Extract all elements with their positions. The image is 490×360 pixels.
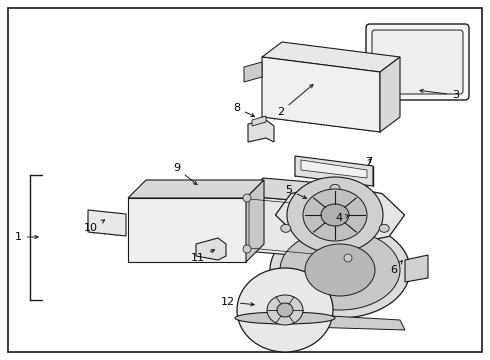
Polygon shape bbox=[128, 180, 264, 198]
Ellipse shape bbox=[280, 230, 400, 310]
Polygon shape bbox=[245, 196, 350, 260]
Polygon shape bbox=[275, 313, 405, 330]
Polygon shape bbox=[246, 180, 264, 262]
Text: 6: 6 bbox=[390, 261, 402, 275]
Polygon shape bbox=[245, 178, 368, 205]
Text: 9: 9 bbox=[173, 163, 197, 185]
Polygon shape bbox=[262, 42, 400, 72]
Text: 12: 12 bbox=[221, 297, 254, 307]
Text: 8: 8 bbox=[233, 103, 254, 117]
Text: 10: 10 bbox=[84, 220, 105, 233]
FancyBboxPatch shape bbox=[366, 24, 469, 100]
Ellipse shape bbox=[243, 194, 251, 202]
Ellipse shape bbox=[243, 245, 251, 253]
Polygon shape bbox=[128, 198, 246, 262]
Ellipse shape bbox=[267, 295, 303, 325]
Text: 7: 7 bbox=[365, 157, 372, 167]
Ellipse shape bbox=[305, 244, 375, 296]
Text: 1: 1 bbox=[15, 232, 38, 242]
Text: 11: 11 bbox=[191, 250, 215, 263]
Ellipse shape bbox=[235, 312, 335, 324]
Polygon shape bbox=[252, 116, 266, 126]
Text: 2: 2 bbox=[277, 85, 313, 117]
Ellipse shape bbox=[237, 268, 333, 352]
Polygon shape bbox=[301, 160, 367, 178]
Polygon shape bbox=[262, 57, 380, 132]
Polygon shape bbox=[196, 238, 226, 260]
Polygon shape bbox=[275, 185, 405, 245]
Text: 4: 4 bbox=[335, 213, 349, 223]
Ellipse shape bbox=[379, 224, 389, 232]
Ellipse shape bbox=[277, 303, 293, 317]
Text: 5: 5 bbox=[285, 185, 307, 198]
Ellipse shape bbox=[287, 177, 383, 253]
Polygon shape bbox=[88, 210, 126, 236]
Ellipse shape bbox=[344, 203, 352, 211]
Polygon shape bbox=[350, 187, 368, 260]
Ellipse shape bbox=[321, 204, 349, 226]
Polygon shape bbox=[380, 57, 400, 132]
Polygon shape bbox=[295, 156, 373, 186]
Polygon shape bbox=[244, 62, 262, 82]
Polygon shape bbox=[248, 120, 274, 142]
Polygon shape bbox=[405, 255, 428, 282]
Ellipse shape bbox=[344, 254, 352, 262]
FancyBboxPatch shape bbox=[372, 30, 463, 94]
Ellipse shape bbox=[270, 222, 410, 318]
Text: 3: 3 bbox=[420, 89, 459, 100]
Ellipse shape bbox=[330, 184, 340, 192]
Ellipse shape bbox=[303, 189, 367, 241]
Ellipse shape bbox=[281, 224, 291, 232]
